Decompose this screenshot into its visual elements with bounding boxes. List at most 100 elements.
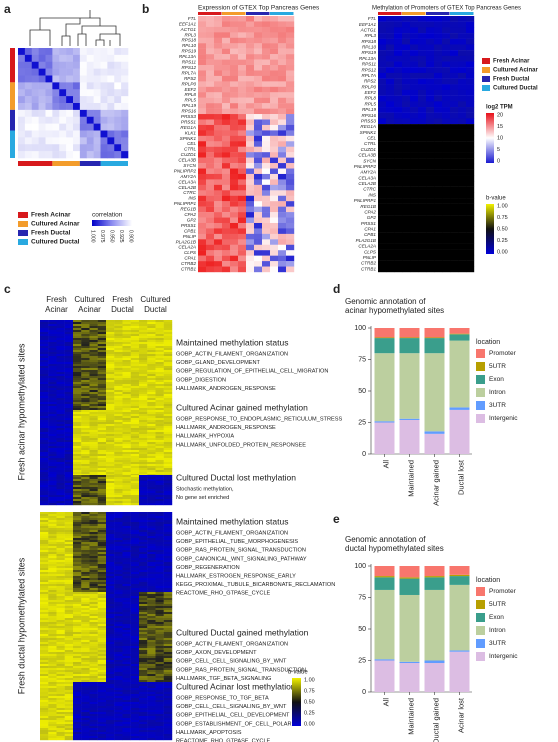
meth-strip bbox=[147, 586, 156, 589]
meth-strip bbox=[147, 410, 156, 413]
expr-cell bbox=[278, 195, 287, 202]
meth-strip bbox=[73, 712, 82, 715]
expr-cell bbox=[262, 157, 271, 164]
colorbar-title: log2 TPM bbox=[486, 105, 513, 111]
meth-strip bbox=[155, 666, 164, 669]
expr-cell bbox=[286, 75, 295, 82]
meth-strip bbox=[106, 501, 115, 504]
meth-strip bbox=[64, 485, 74, 488]
meth-strip bbox=[40, 530, 49, 533]
meth-strip bbox=[64, 568, 74, 571]
meth-strip bbox=[40, 644, 49, 647]
meth-cell bbox=[394, 112, 403, 119]
meth-strip bbox=[56, 528, 65, 531]
meth-strip bbox=[114, 662, 123, 665]
meth-strip bbox=[155, 499, 164, 502]
meth-strip bbox=[48, 336, 57, 339]
meth-strip bbox=[155, 592, 164, 595]
meth-strip bbox=[155, 658, 164, 661]
meth-strip bbox=[155, 470, 164, 473]
meth-strip bbox=[147, 458, 156, 461]
meth-strip bbox=[81, 658, 90, 661]
meth-strip bbox=[106, 580, 115, 583]
meth-strip bbox=[81, 394, 90, 397]
expr-cell bbox=[230, 21, 239, 28]
expr-cell bbox=[198, 261, 207, 267]
meth-strip bbox=[89, 682, 98, 685]
meth-strip bbox=[81, 628, 90, 631]
corr-cell bbox=[18, 89, 26, 97]
meth-strip bbox=[155, 440, 164, 443]
meth-strip bbox=[155, 564, 164, 567]
meth-strip bbox=[89, 524, 98, 527]
meth-strip bbox=[97, 456, 107, 459]
meth-cell bbox=[426, 61, 435, 68]
expr-cell bbox=[222, 239, 231, 245]
gene-label: RPLP0 bbox=[181, 81, 196, 86]
meth-strip bbox=[139, 428, 148, 431]
meth-strip bbox=[163, 394, 173, 397]
expr-cell bbox=[198, 201, 207, 207]
meth-strip bbox=[130, 328, 140, 331]
corr-cell bbox=[59, 116, 67, 124]
corr-cell bbox=[79, 144, 88, 152]
meth-strip bbox=[97, 556, 107, 559]
expr-cell bbox=[270, 54, 279, 60]
meth-strip bbox=[139, 652, 148, 655]
meth-strip bbox=[73, 614, 82, 617]
meth-strip bbox=[89, 360, 98, 363]
meth-strip bbox=[139, 580, 148, 583]
meth-strip bbox=[81, 686, 90, 689]
meth-cell bbox=[466, 203, 475, 210]
meth-strip bbox=[139, 410, 148, 413]
expr-cell bbox=[278, 212, 287, 218]
meth-strip bbox=[64, 690, 74, 693]
meth-strip bbox=[147, 650, 156, 653]
meth-cell bbox=[402, 61, 411, 68]
meth-strip bbox=[139, 562, 148, 565]
bar-segment bbox=[399, 661, 420, 664]
meth-strip bbox=[139, 646, 148, 649]
meth-strip bbox=[114, 650, 123, 653]
meth-strip bbox=[48, 572, 57, 575]
meth-strip bbox=[81, 376, 90, 379]
meth-cell bbox=[378, 215, 387, 221]
corr-cell bbox=[79, 82, 88, 90]
expr-cell bbox=[198, 97, 207, 104]
meth-strip bbox=[106, 416, 115, 419]
expr-cell bbox=[214, 179, 223, 186]
meth-strip bbox=[147, 606, 156, 609]
corr-cell bbox=[114, 82, 122, 90]
expr-cell bbox=[198, 21, 207, 28]
meth-strip bbox=[139, 576, 148, 579]
meth-strip bbox=[122, 497, 131, 500]
meth-strip bbox=[114, 462, 123, 465]
meth-strip bbox=[163, 326, 173, 329]
expr-cell bbox=[254, 222, 263, 229]
meth-strip bbox=[81, 608, 90, 611]
meth-strip bbox=[130, 362, 140, 365]
meth-strip bbox=[155, 328, 164, 331]
meth-strip bbox=[48, 712, 57, 715]
meth-strip bbox=[130, 702, 140, 705]
meth-strip bbox=[147, 466, 156, 469]
gene-label: GP2 bbox=[367, 215, 377, 220]
meth-cell bbox=[442, 72, 451, 79]
meth-strip bbox=[40, 572, 49, 575]
expr-cell bbox=[214, 37, 223, 44]
y-tick-label: 25 bbox=[358, 419, 366, 426]
expr-cell bbox=[222, 222, 231, 229]
meth-strip bbox=[64, 428, 74, 431]
expr-cell bbox=[278, 75, 287, 82]
meth-strip bbox=[130, 410, 140, 413]
meth-strip bbox=[114, 712, 123, 715]
meth-strip bbox=[106, 436, 115, 439]
expr-cell bbox=[206, 59, 215, 66]
meth-strip bbox=[64, 602, 74, 605]
meth-strip bbox=[163, 350, 173, 353]
meth-strip bbox=[139, 360, 148, 363]
corr-cell bbox=[100, 75, 108, 83]
meth-strip bbox=[139, 374, 148, 377]
meth-strip bbox=[73, 503, 82, 506]
gene-label: INS bbox=[368, 192, 377, 197]
